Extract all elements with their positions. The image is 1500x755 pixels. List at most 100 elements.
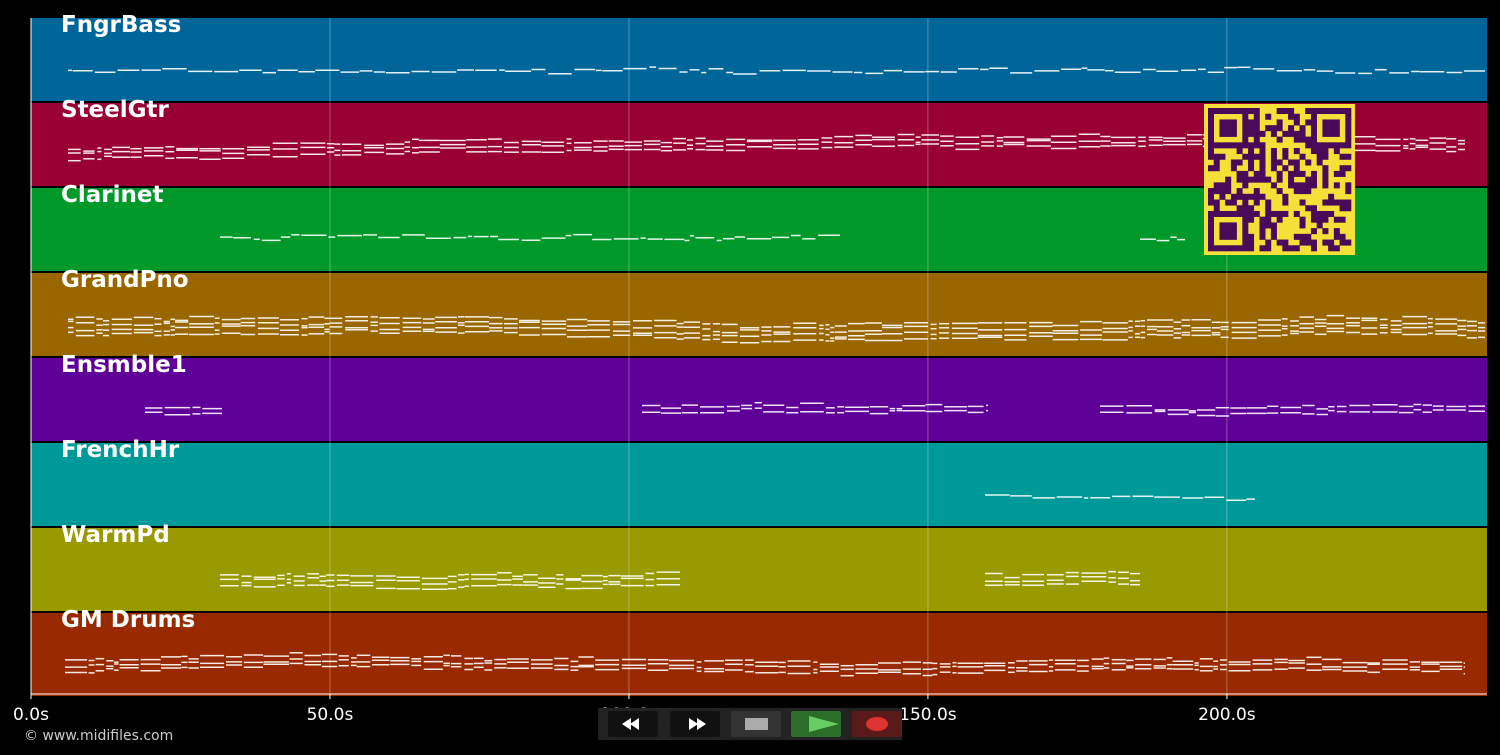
qr-module [1253,125,1260,132]
track-notes [220,570,1140,590]
qr-module [1253,119,1260,126]
qr-module [1219,233,1226,240]
qr-module [1230,193,1237,200]
tick-label: 50.0s [307,705,354,725]
rewind-icon [622,718,639,730]
track-label: FrenchHr [61,437,180,463]
qr-module [1208,113,1215,120]
qr-module [1339,199,1346,206]
track-label: FngrBass [61,12,181,38]
track-lane [31,273,1487,356]
tick-label: 0.0s [13,705,49,725]
qr-module [1242,142,1249,149]
qr-module [1333,130,1340,137]
qr-module [1225,245,1232,252]
qr-module [1322,216,1329,223]
qr-module [1293,233,1300,240]
qr-module [1230,159,1237,166]
qr-module [1219,222,1226,229]
qr-module [1208,125,1215,132]
qr-module [1242,199,1249,206]
qr-module [1299,222,1306,229]
qr-module [1345,136,1352,143]
qr-module [1328,210,1335,217]
qr-module [1270,222,1277,229]
qr-module [1328,108,1335,115]
qr-module [1288,159,1295,166]
qr-module [1236,193,1243,200]
qr-module [1248,142,1255,149]
qr-module [1293,188,1300,195]
qr-module [1333,182,1340,189]
qr-module [1225,233,1232,240]
qr-module [1242,216,1249,223]
qr-module [1333,216,1340,223]
qr-module [1282,245,1289,252]
qr-module [1230,108,1237,115]
qr-module [1259,153,1266,160]
qr-module [1265,210,1272,217]
qr-module [1208,233,1215,240]
qr-module [1259,228,1266,235]
qr-module [1219,182,1226,189]
qr-module [1248,125,1255,132]
qr-module [1265,222,1272,229]
qr-module [1305,233,1312,240]
qr-module [1322,130,1329,137]
qr-module [1236,188,1243,195]
qr-module [1242,176,1249,183]
qr-module [1310,113,1317,120]
qr-module [1248,210,1255,217]
qr-module [1276,170,1283,177]
qr-module [1208,153,1215,160]
qr-module [1219,142,1226,149]
qr-module [1288,182,1295,189]
qr-module [1293,245,1300,252]
qr-module [1345,205,1352,212]
qr-module [1333,142,1340,149]
qr-module [1345,165,1352,172]
qr-module [1219,108,1226,115]
qr-module [1259,176,1266,183]
qr-module [1219,119,1226,126]
qr-module [1253,199,1260,206]
qr-module [1345,113,1352,120]
qr-module [1328,125,1335,132]
qr-module [1213,159,1220,166]
qr-module [1248,165,1255,172]
qr-module [1270,228,1277,235]
qr-module [1270,125,1277,132]
qr-module [1333,119,1340,126]
qr-module [1242,153,1249,160]
qr-module [1310,136,1317,143]
qr-module [1230,245,1237,252]
qr-module [1242,130,1249,137]
qr-module [1316,222,1323,229]
qr-module [1316,210,1323,217]
qr-module [1310,119,1317,126]
qr-module [1276,210,1283,217]
qr-module [1339,165,1346,172]
qr-module [1225,228,1232,235]
qr-module [1242,233,1249,240]
qr-module [1288,130,1295,137]
qr-module [1345,199,1352,206]
qr-module [1299,182,1306,189]
qr-module [1305,136,1312,143]
qr-module [1236,176,1243,183]
qr-module [1259,216,1266,223]
qr-module [1248,159,1255,166]
qr-module [1270,233,1277,240]
qr-module [1282,165,1289,172]
qr-module [1305,188,1312,195]
qr-module [1219,153,1226,160]
qr-module [1276,188,1283,195]
qr-module [1259,148,1266,155]
qr-module [1219,125,1226,132]
qr-module [1248,193,1255,200]
qr-module [1322,182,1329,189]
qr-module [1225,108,1232,115]
qr-module [1276,159,1283,166]
qr-module [1299,188,1306,195]
qr-module [1305,159,1312,166]
